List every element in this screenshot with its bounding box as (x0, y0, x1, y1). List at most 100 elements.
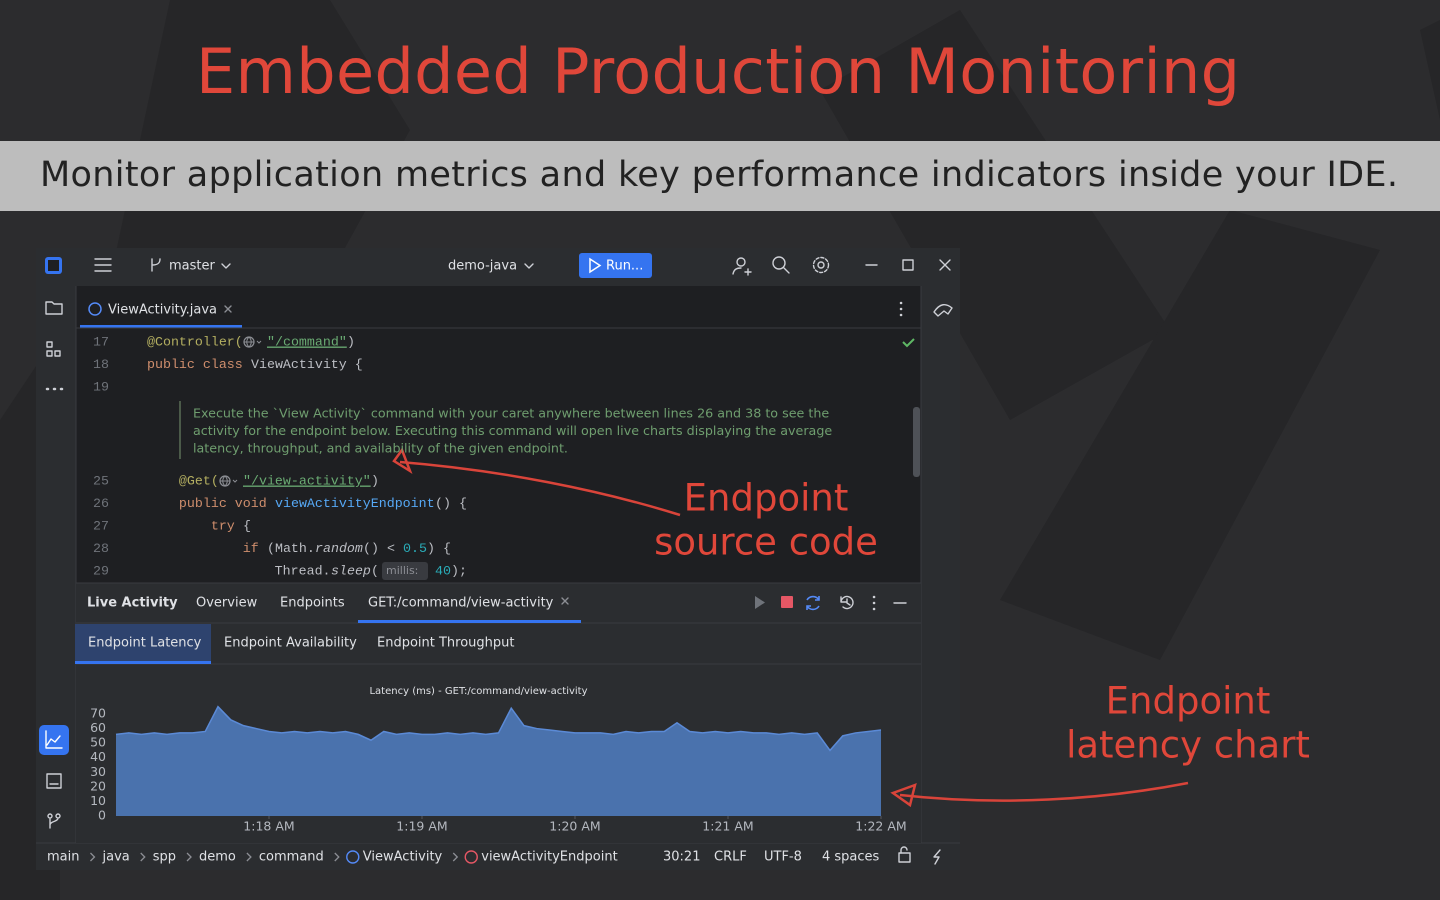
status-item[interactable]: 30:21 (663, 850, 700, 865)
code-token: (Math. (259, 541, 315, 556)
run-button[interactable] (579, 253, 652, 278)
tab-underline (80, 325, 242, 328)
panel-tab[interactable]: Overview (196, 596, 258, 611)
panel-tab[interactable]: Live Activity (87, 596, 178, 611)
lock-icon[interactable] (898, 852, 911, 863)
code-token: public class (147, 357, 251, 372)
line-number: 27 (93, 519, 109, 534)
refresh-button[interactable] (806, 595, 820, 611)
code-token: Thread. (147, 564, 331, 579)
code-token: "/command" (267, 335, 347, 350)
annotation: latency chart (1066, 724, 1310, 767)
code-token: ); (451, 564, 467, 579)
breadcrumb[interactable]: spp (153, 850, 176, 865)
class-icon (88, 302, 102, 316)
line-number: 28 (93, 541, 109, 556)
doc-comment: Execute the `View Activity` command with… (193, 406, 829, 421)
breadcrumb-separator (452, 852, 459, 862)
live-view-tool[interactable] (39, 725, 69, 755)
breadcrumb-icon (346, 850, 360, 864)
git-icon[interactable] (47, 813, 61, 829)
code-token: @Controller( (147, 335, 243, 350)
code-token: ViewActivity { (251, 357, 363, 372)
run-icon (589, 257, 602, 274)
code-token: ) { (427, 541, 451, 556)
breadcrumb[interactable]: main (47, 850, 79, 865)
stop-button[interactable] (781, 596, 793, 608)
user-icon[interactable] (732, 257, 752, 276)
bg-shape (1420, 20, 1440, 120)
scrollbar[interactable] (913, 407, 920, 477)
terminal-icon[interactable] (46, 773, 62, 789)
status-item[interactable]: 4 spaces (822, 850, 880, 865)
inlay-hint (382, 562, 428, 580)
code-token: sleep (331, 564, 371, 579)
x-tick-label: 1:18 AM (243, 819, 294, 834)
code-token: ) (347, 335, 355, 350)
annotation: source code (654, 521, 878, 564)
breadcrumb[interactable]: command (259, 850, 324, 865)
y-tick-label: 40 (90, 749, 106, 764)
history-button[interactable] (840, 595, 854, 610)
x-tick-label: 1:22 AM (855, 819, 906, 834)
breadcrumb[interactable]: viewActivityEndpoint (481, 850, 617, 865)
chart-tab[interactable]: Endpoint Availability (224, 636, 357, 651)
breadcrumb-separator (140, 852, 146, 862)
status-item[interactable]: CRLF (714, 850, 747, 865)
structure-icon[interactable] (46, 341, 61, 357)
code-token: () { (435, 496, 467, 511)
annotation-arrow (899, 781, 1189, 802)
latency-area (116, 706, 881, 816)
arrowhead (890, 783, 917, 808)
settings-icon[interactable] (817, 261, 825, 269)
right-toolstrip (921, 286, 960, 843)
run-label[interactable]: Run... (606, 259, 643, 274)
tab-close[interactable] (561, 597, 569, 605)
search-icon[interactable] (772, 256, 790, 274)
power-icon[interactable] (933, 849, 941, 865)
chart-tab[interactable]: Endpoint Throughput (377, 636, 515, 651)
annotation-arrow (399, 460, 681, 517)
breadcrumb[interactable]: ViewActivity (363, 850, 443, 865)
code-token: @Get( (147, 474, 219, 489)
doc-comment: activity for the endpoint below. Executi… (193, 423, 832, 438)
line-number: 26 (93, 496, 109, 511)
breadcrumb-separator (186, 852, 192, 862)
tab-underline (75, 661, 211, 664)
project-name[interactable]: demo-java (448, 259, 517, 274)
chevron (221, 263, 231, 269)
y-tick-label: 20 (90, 778, 106, 793)
menu-icon[interactable] (94, 258, 112, 272)
status-item[interactable]: UTF-8 (764, 850, 802, 865)
breadcrumb[interactable]: java (101, 850, 129, 865)
code-token: if (147, 541, 259, 556)
breadcrumb[interactable]: demo (199, 850, 236, 865)
y-tick-label: 30 (90, 764, 106, 779)
maximize[interactable] (902, 259, 914, 271)
tab-close[interactable] (224, 305, 232, 313)
panel-tab[interactable]: Endpoints (280, 596, 345, 611)
globe-icon (244, 336, 262, 348)
branch-icon (151, 258, 161, 272)
code-token: try (147, 519, 235, 534)
chevron (524, 263, 534, 269)
doc-comment: latency, throughput, and availability of… (193, 441, 568, 456)
inspection-ok (902, 338, 915, 348)
y-tick-label: 10 (90, 793, 106, 808)
branch-name[interactable]: master (169, 259, 215, 274)
code-token: ( (371, 564, 379, 579)
panel-tab[interactable]: GET:/command/view-activity (368, 596, 554, 611)
close[interactable] (939, 259, 951, 271)
editor-tab[interactable]: ViewActivity.java (108, 303, 217, 318)
play-button[interactable] (755, 596, 765, 609)
line-number: 29 (93, 564, 109, 579)
line-number: 25 (93, 474, 109, 489)
chart-title: Latency (ms) - GET:/command/view-activit… (369, 686, 587, 697)
project-icon[interactable] (45, 301, 63, 315)
chart-tab[interactable]: Endpoint Latency (88, 636, 202, 651)
breadcrumb-separator (334, 852, 340, 862)
monitor-icon[interactable] (933, 303, 953, 317)
code-token: public void (147, 496, 275, 511)
code-token: () < (363, 541, 403, 556)
